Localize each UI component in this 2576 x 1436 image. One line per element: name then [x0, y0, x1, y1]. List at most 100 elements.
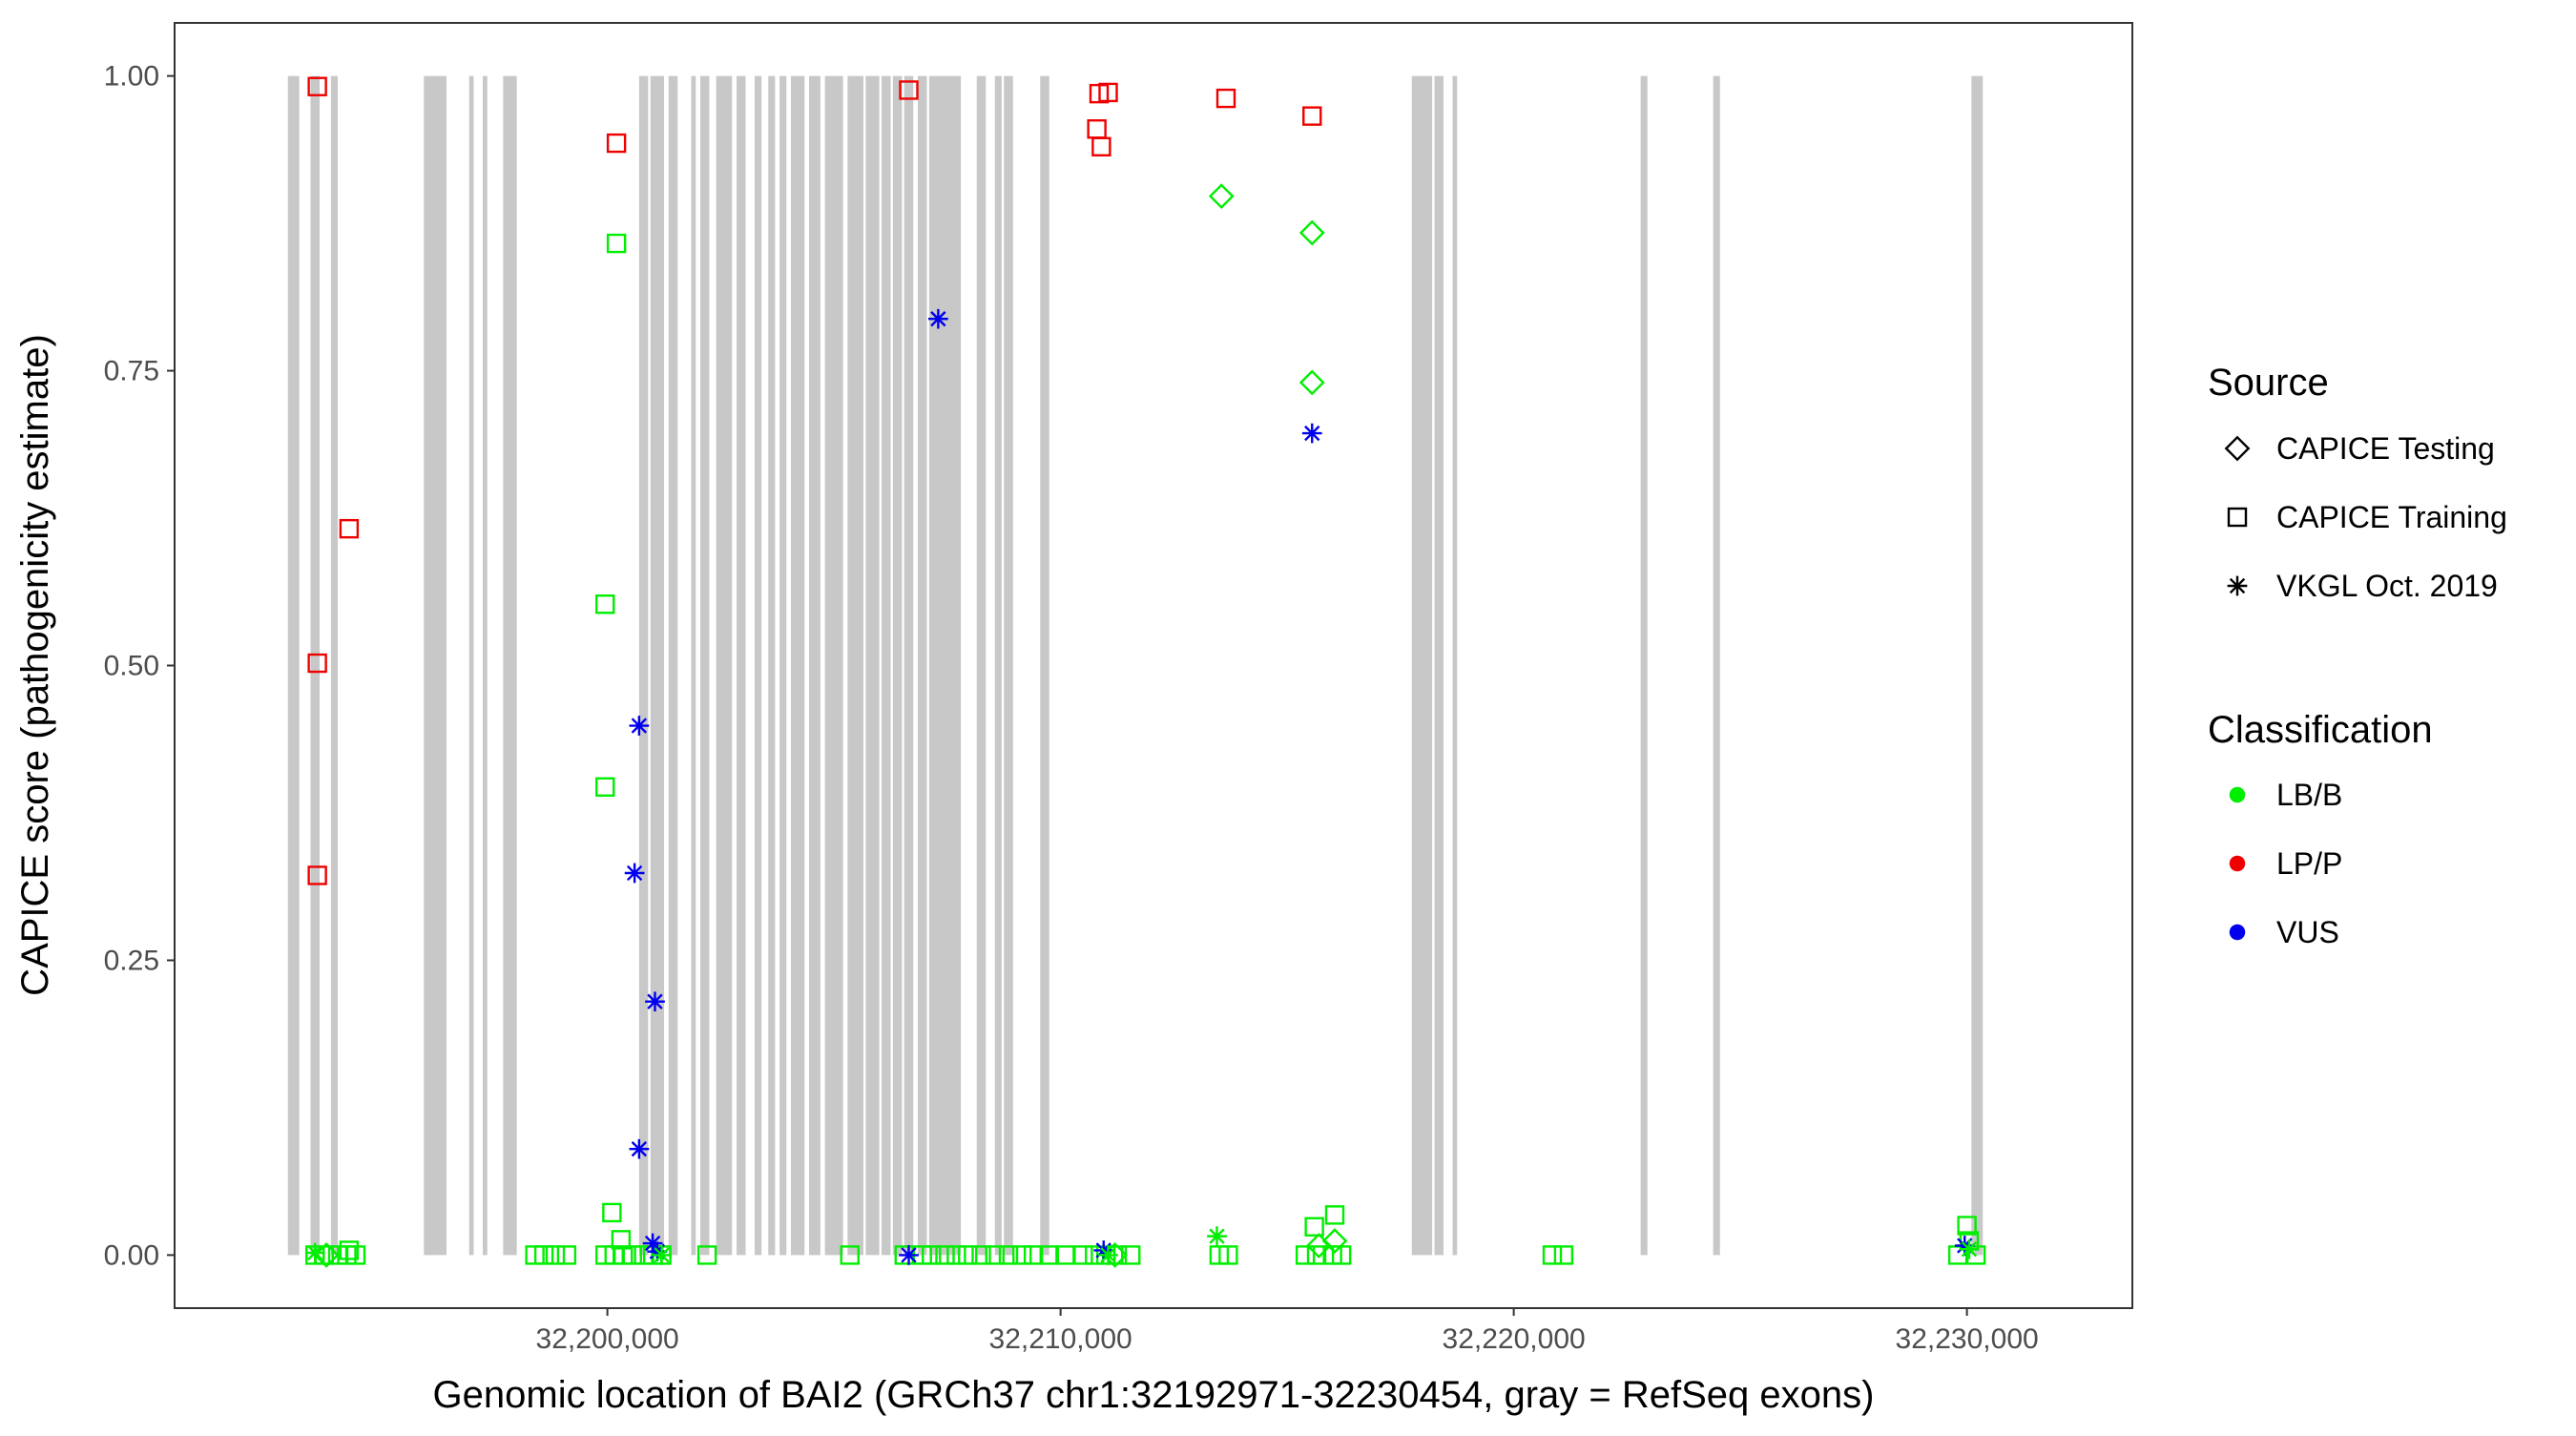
data-point: [307, 653, 327, 674]
exon-band: [791, 75, 805, 1256]
legend-source-label: CAPICE Training: [2276, 500, 2507, 534]
data-point: [1301, 423, 1322, 444]
legend-key: [2227, 575, 2248, 596]
exon-band: [1040, 75, 1049, 1256]
data-point: [545, 1245, 566, 1265]
data-point: [611, 1230, 632, 1250]
legend-source-label: CAPICE Testing: [2276, 431, 2495, 466]
exon-band: [847, 75, 863, 1256]
y-axis-title: CAPICE score (pathogenicity estimate): [14, 334, 56, 996]
data-point: [1305, 1233, 1332, 1259]
legend-source-item: CAPICE Testing: [2224, 431, 2495, 466]
exon-band: [865, 75, 880, 1256]
data-point: [696, 1245, 717, 1265]
data-point: [642, 1233, 663, 1254]
exon-band: [1004, 75, 1013, 1256]
exon-band: [768, 75, 776, 1256]
legend-source-label: VKGL Oct. 2019: [2276, 569, 2498, 603]
data-point: [339, 518, 360, 539]
exon-band: [310, 75, 320, 1256]
legend-class-label: LP/P: [2276, 846, 2342, 881]
data-point: [595, 777, 615, 797]
data-point: [1304, 1217, 1324, 1237]
data-point: [1302, 106, 1322, 126]
exon-band: [928, 75, 962, 1256]
data-point: [1091, 136, 1111, 156]
data-point: [339, 1240, 360, 1260]
data-point: [1208, 183, 1235, 210]
x-axis-title: Genomic location of BAI2 (GRCh37 chr1:32…: [433, 1374, 1875, 1416]
exon-band: [809, 75, 821, 1256]
y-axis: 0.00 0.25 0.50 0.75 1.00: [104, 61, 175, 1271]
data-point: [1215, 88, 1236, 109]
data-point: [652, 1245, 672, 1265]
data-point: [1542, 1245, 1563, 1265]
data-point: [1298, 369, 1325, 396]
data-point: [629, 716, 650, 736]
data-point: [606, 233, 627, 254]
exon-band: [468, 75, 474, 1256]
legend-source-items: CAPICE Testing CAPICE Training VKGL Oct. 2…: [2224, 431, 2507, 603]
y-tick-label: 0.75: [104, 356, 159, 387]
data-point: [1098, 1245, 1118, 1265]
data-point: [998, 1245, 1019, 1265]
exon-band: [737, 75, 746, 1256]
y-tick-label: 0.25: [104, 945, 159, 976]
data-point: [1012, 1245, 1032, 1265]
data-point: [307, 865, 327, 885]
data-point: [606, 133, 627, 154]
data-point: [971, 1245, 991, 1265]
x-tick-label: 32,200,000: [536, 1323, 679, 1355]
exon-band: [892, 75, 903, 1256]
data-point: [556, 1245, 577, 1265]
exon-band: [691, 75, 696, 1256]
exon-band: [424, 75, 447, 1256]
data-point: [899, 1245, 919, 1265]
exon-band: [1713, 75, 1720, 1256]
exon-band: [287, 75, 300, 1256]
legend-key: [2224, 435, 2251, 462]
legend-source-item: VKGL Oct. 2019: [2227, 569, 2498, 603]
data-point: [1207, 1226, 1227, 1246]
x-axis: 32,200,000 32,210,000 32,220,000 32,230,000: [536, 1308, 2039, 1355]
exon-band: [1434, 75, 1444, 1256]
data-point: [840, 1245, 860, 1265]
exon-band: [716, 75, 733, 1256]
data-point: [1218, 1245, 1238, 1265]
data-point: [602, 1202, 622, 1223]
exon-band: [650, 75, 664, 1256]
legend-class-label: VUS: [2276, 915, 2339, 949]
data-point: [307, 76, 327, 96]
exon-band: [1971, 75, 1984, 1256]
y-tick-label: 1.00: [104, 61, 159, 93]
exon-band: [994, 75, 1002, 1256]
legend-key: [2229, 924, 2246, 941]
legend-class-item: VUS: [2229, 915, 2339, 949]
data-point: [533, 1245, 554, 1265]
data-point: [1039, 1245, 1059, 1265]
legend-key: [2229, 855, 2246, 872]
y-tick-label: 0.00: [104, 1239, 159, 1271]
exon-band: [904, 75, 914, 1256]
data-point: [345, 1245, 366, 1265]
data-point: [645, 991, 665, 1012]
exon-band: [882, 75, 891, 1256]
data-point: [629, 1138, 650, 1159]
exon-band: [503, 75, 517, 1256]
exon-band: [755, 75, 762, 1256]
x-tick-label: 32,220,000: [1443, 1323, 1586, 1355]
data-point: [1324, 1205, 1345, 1225]
data-point: [928, 308, 948, 329]
legend-classification-title: Classification: [2208, 709, 2433, 751]
data-point: [1098, 82, 1118, 103]
exon-band: [1452, 75, 1458, 1256]
exon-band: [824, 75, 843, 1256]
legend-key: [2229, 786, 2246, 803]
data-point: [899, 80, 919, 100]
legend-class-label: LB/B: [2276, 778, 2342, 812]
exon-band: [638, 75, 649, 1256]
exon-band: [918, 75, 927, 1256]
